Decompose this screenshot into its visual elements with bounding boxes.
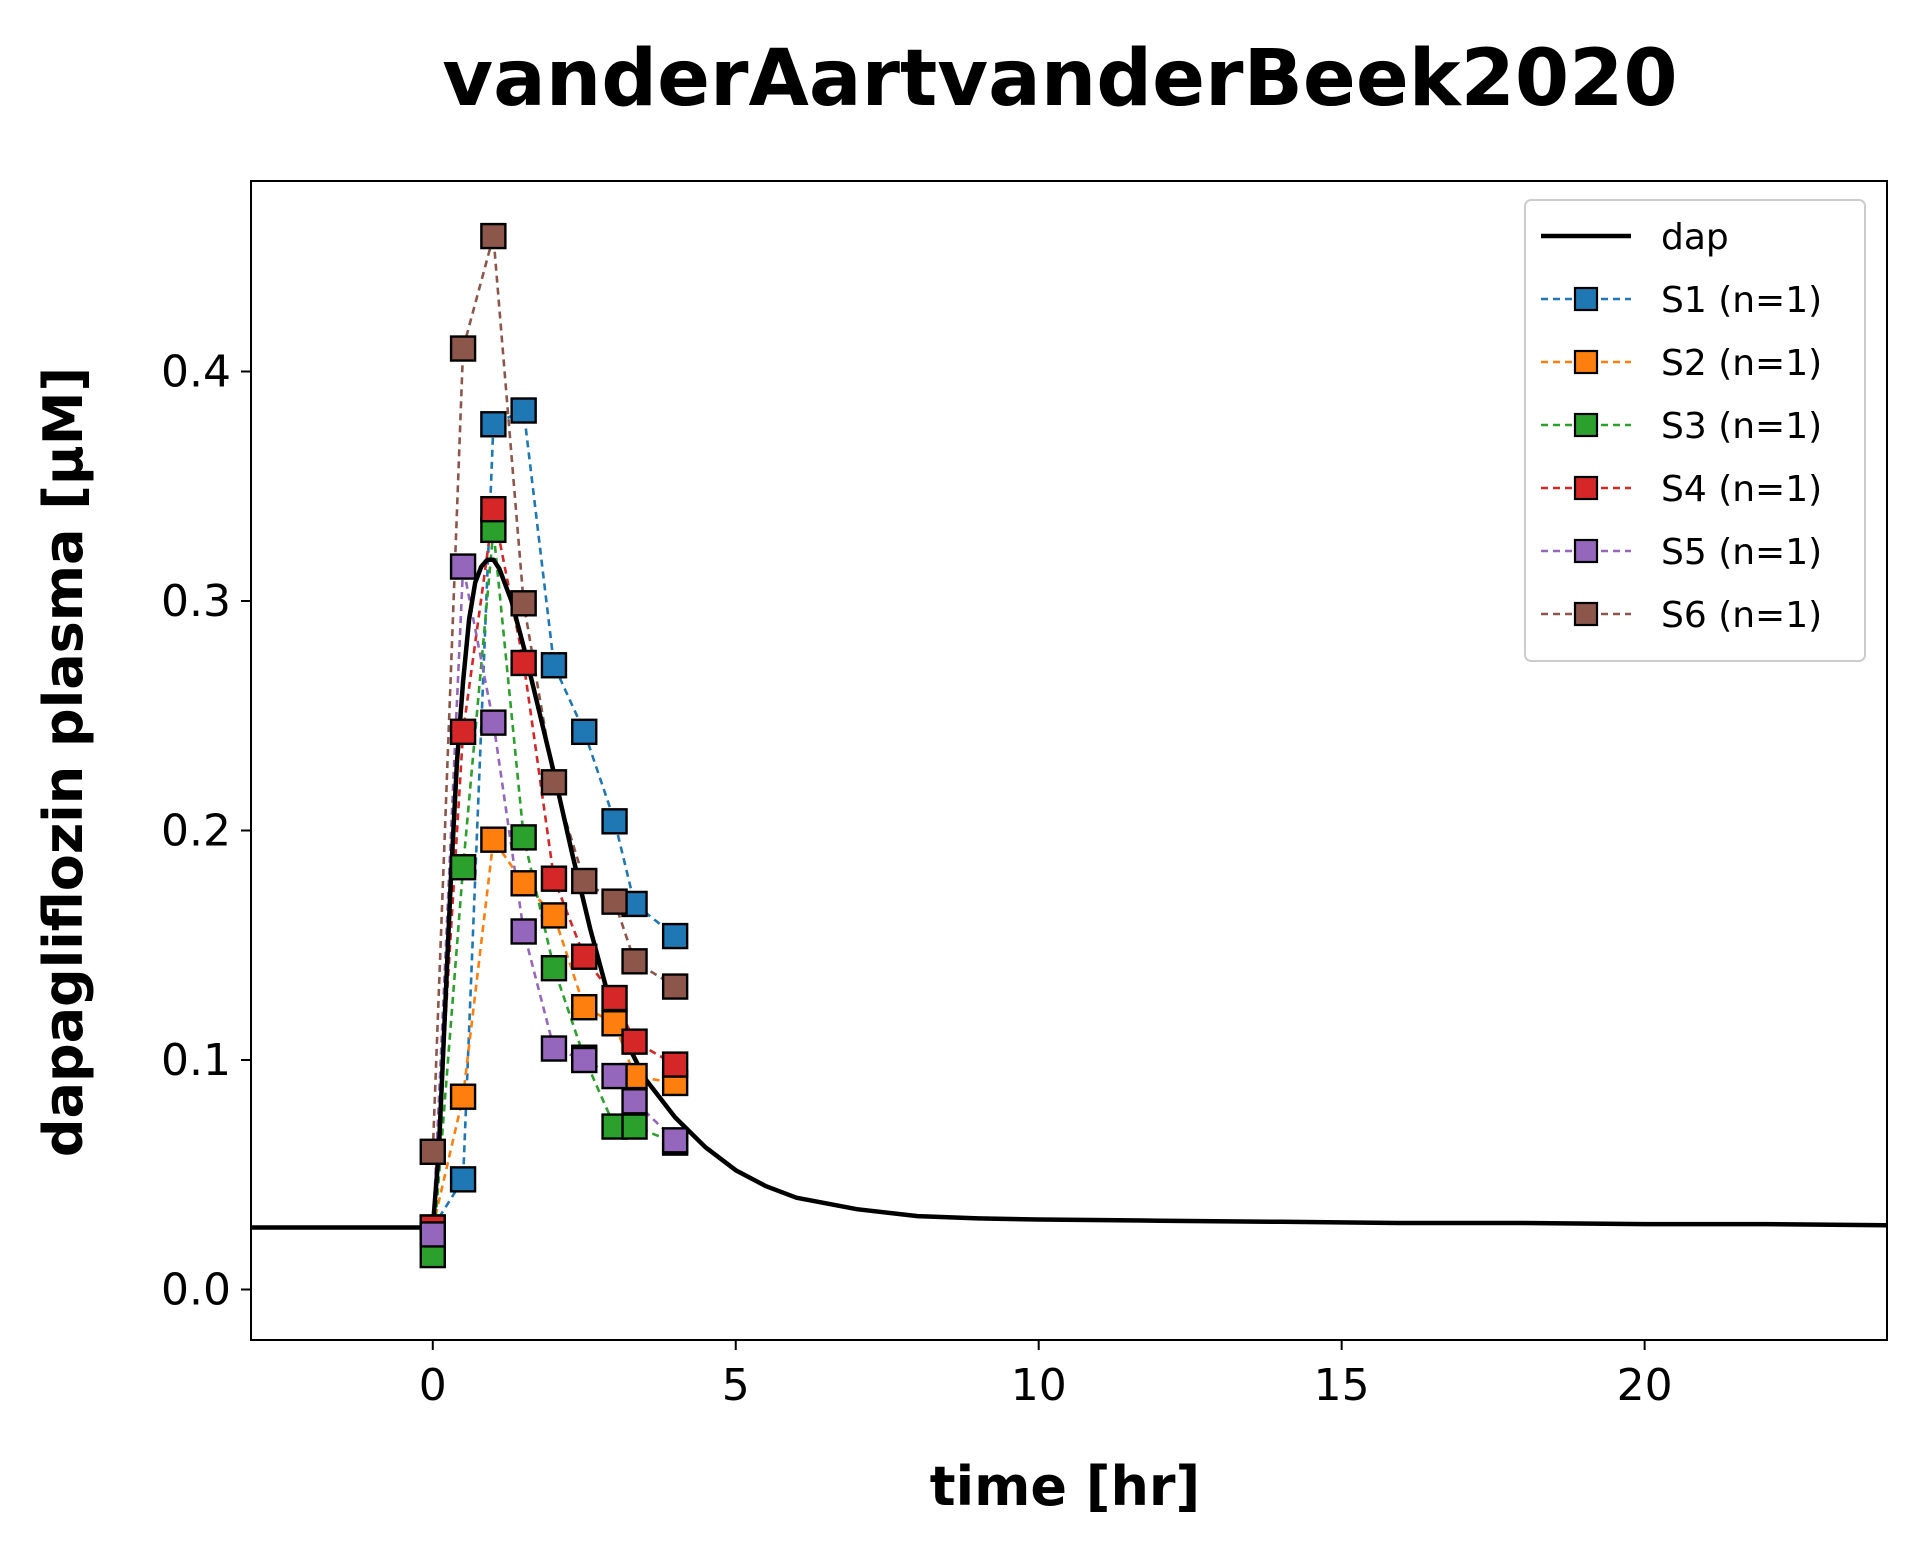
legend-swatch-marker [1573, 538, 1599, 564]
legend-label: dap [1661, 217, 1729, 258]
data-point-s4 [571, 943, 598, 970]
x-tick-label: 5 [722, 1360, 750, 1411]
data-point-s5 [571, 1046, 598, 1074]
x-axis-label: time [hr] [930, 1455, 1200, 1518]
data-point-s6 [571, 867, 598, 895]
data-point-s4 [480, 495, 507, 523]
y-tick-label: 0.2 [161, 805, 231, 856]
data-point-s6 [661, 973, 689, 1000]
legend-label: S4 (n=1) [1661, 469, 1822, 510]
data-point-s5 [540, 1035, 568, 1062]
data-point-s1 [601, 808, 628, 835]
data-point-s6 [621, 948, 648, 975]
data-point-s3 [540, 955, 568, 982]
data-point-s4 [621, 1028, 648, 1055]
data-point-s4 [510, 649, 537, 677]
data-point-s1 [480, 411, 507, 438]
legend-swatch-marker [1573, 286, 1599, 312]
legend-label: S2 (n=1) [1661, 343, 1822, 384]
series-line-s1 [431, 408, 676, 1229]
legend-swatch-marker [1573, 601, 1599, 627]
data-point-s4 [449, 718, 477, 746]
legend-label: S3 (n=1) [1661, 406, 1822, 447]
y-tick-label: 0.0 [161, 1265, 231, 1316]
data-point-s2 [449, 1083, 477, 1110]
data-point-s6 [449, 335, 477, 362]
data-point-s5 [601, 1062, 628, 1090]
data-point-s6 [540, 769, 568, 796]
legend-label: S5 (n=1) [1661, 532, 1822, 573]
data-point-s5 [419, 1221, 446, 1248]
data-point-s4 [661, 1051, 689, 1078]
y-axis-label: dapagliflozin plasma [µM] [32, 367, 95, 1157]
x-tick-label: 10 [1011, 1360, 1067, 1411]
axes-frame [250, 180, 1888, 1341]
plot-area [251, 222, 1887, 1269]
data-point-s2 [571, 994, 598, 1021]
series-line-s5 [431, 566, 677, 1235]
data-point-s3 [449, 854, 477, 881]
data-point-s5 [480, 709, 507, 736]
x-tick-label: 20 [1617, 1360, 1673, 1411]
y-tick-label: 0.4 [161, 346, 231, 397]
data-point-s6 [419, 1138, 446, 1166]
legend-swatch-marker [1573, 475, 1599, 501]
data-point-s1 [661, 922, 689, 950]
series-line-s2 [431, 836, 676, 1228]
data-point-s1 [510, 397, 537, 424]
data-point-s5 [621, 1088, 648, 1115]
data-point-s1 [571, 718, 598, 746]
y-tick-label: 0.3 [161, 576, 231, 627]
legend: dap S1 (n=1) S2 (n=1) S3 (n=1) S4 (n=1) S5 (n… [1524, 199, 1866, 662]
x-tick-label: 15 [1314, 1360, 1370, 1411]
data-point-s2 [480, 826, 507, 853]
axes: 0 5 10 15 20 0.0 0.1 0.2 0.3 0.4 [161, 180, 1888, 1411]
legend-label: S1 (n=1) [1661, 280, 1822, 321]
data-point-s3 [621, 1113, 648, 1140]
data-point-s4 [601, 984, 628, 1012]
data-point-s5 [510, 918, 537, 945]
data-point-s6 [510, 590, 537, 617]
legend-box [1524, 199, 1866, 662]
data-point-s6 [480, 222, 507, 250]
data-point-s1 [540, 652, 568, 679]
data-point-s2 [510, 870, 537, 897]
legend-label: S6 (n=1) [1661, 595, 1822, 636]
chart-title: vanderAartvanderBeek2020 [442, 34, 1677, 124]
model-line-dap [251, 557, 1887, 1230]
y-tick-label: 0.1 [161, 1035, 231, 1086]
data-point-s1 [449, 1166, 477, 1193]
data-point-s5 [661, 1127, 689, 1154]
data-point-s3 [510, 824, 537, 851]
legend-swatch-marker [1573, 349, 1599, 375]
data-point-s5 [449, 553, 477, 580]
x-tick-label: 0 [419, 1360, 447, 1411]
data-point-s6 [601, 888, 628, 915]
data-point-s2 [540, 902, 568, 929]
legend-swatch-marker [1573, 412, 1599, 438]
data-point-s4 [540, 865, 568, 892]
